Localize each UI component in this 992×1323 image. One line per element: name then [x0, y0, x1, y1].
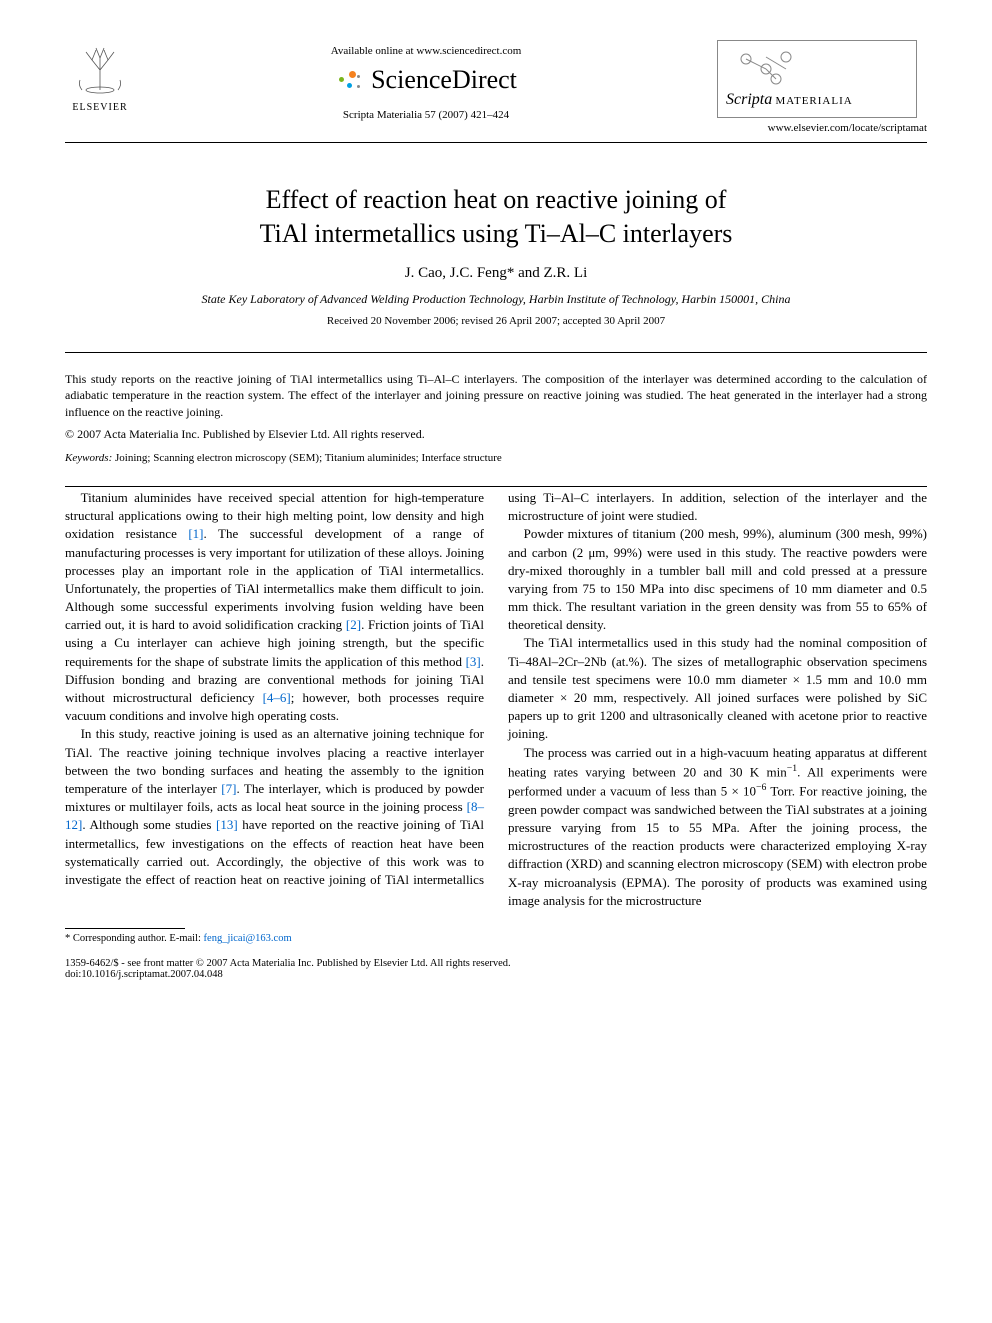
scripta-logo: Scripta MATERIALIA: [717, 40, 917, 118]
scripta-subtitle: MATERIALIA: [775, 95, 852, 107]
abstract: This study reports on the reactive joini…: [65, 371, 927, 421]
footnote-label: * Corresponding author. E-mail:: [65, 933, 204, 944]
paragraph-4: The TiAl intermetallics used in this stu…: [508, 634, 927, 743]
ref-link-7[interactable]: [7]: [221, 781, 236, 796]
copyright: © 2007 Acta Materialia Inc. Published by…: [65, 427, 927, 442]
ref-link-2[interactable]: [2]: [346, 617, 361, 632]
footnote-email[interactable]: feng_jicai@163.com: [204, 933, 292, 944]
journal-url: www.elsevier.com/locate/scriptamat: [717, 122, 927, 134]
keywords-section: Keywords: Joining; Scanning electron mic…: [65, 452, 927, 464]
journal-reference: Scripta Materialia 57 (2007) 421–424: [135, 109, 717, 121]
authors: J. Cao, J.C. Feng* and Z.R. Li: [65, 265, 927, 282]
available-text: Available online at www.sciencedirect.co…: [135, 45, 717, 57]
header-rule: [65, 142, 927, 143]
affiliation: State Key Laboratory of Advanced Welding…: [65, 292, 927, 307]
elsevier-label: ELSEVIER: [65, 102, 135, 113]
ref-link-3[interactable]: [3]: [466, 654, 481, 669]
article-title: Effect of reaction heat on reactive join…: [65, 183, 927, 251]
abstract-rule-top: [65, 352, 927, 353]
paragraph-3: Powder mixtures of titanium (200 mesh, 9…: [508, 525, 927, 634]
title-line-2: TiAl intermetallics using Ti–Al–C interl…: [260, 219, 733, 248]
footer-copyright: 1359-6462/$ - see front matter © 2007 Ac…: [65, 958, 927, 969]
abstract-rule-bottom: [65, 486, 927, 487]
article-body: Titanium aluminides have received specia…: [65, 489, 927, 910]
paragraph-5: The process was carried out in a high-va…: [508, 744, 927, 910]
journal-header: ELSEVIER Available online at www.science…: [65, 40, 927, 134]
keywords-text: Joining; Scanning electron microscopy (S…: [115, 452, 502, 464]
sciencedirect-label: ScienceDirect: [371, 65, 517, 95]
footnote-separator: [65, 928, 185, 929]
keywords-label: Keywords:: [65, 452, 112, 464]
sciencedirect-dots-icon: [335, 69, 365, 91]
footer-doi: doi:10.1016/j.scriptamat.2007.04.048: [65, 969, 927, 980]
title-line-1: Effect of reaction heat on reactive join…: [266, 185, 727, 214]
abstract-text: This study reports on the reactive joini…: [65, 372, 927, 420]
elsevier-logo: ELSEVIER: [65, 40, 135, 113]
sciencedirect-logo: ScienceDirect: [335, 65, 517, 95]
ref-link-4-6[interactable]: [4–6]: [263, 690, 291, 705]
scripta-title: Scripta: [726, 91, 772, 108]
article-dates: Received 20 November 2006; revised 26 Ap…: [65, 315, 927, 327]
ref-link-1[interactable]: [1]: [188, 526, 203, 541]
footer-metadata: 1359-6462/$ - see front matter © 2007 Ac…: [65, 958, 927, 980]
paragraph-1: Titanium aluminides have received specia…: [65, 489, 484, 725]
corresponding-author-footnote: * Corresponding author. E-mail: feng_jic…: [65, 933, 927, 944]
ref-link-13[interactable]: [13]: [216, 817, 238, 832]
